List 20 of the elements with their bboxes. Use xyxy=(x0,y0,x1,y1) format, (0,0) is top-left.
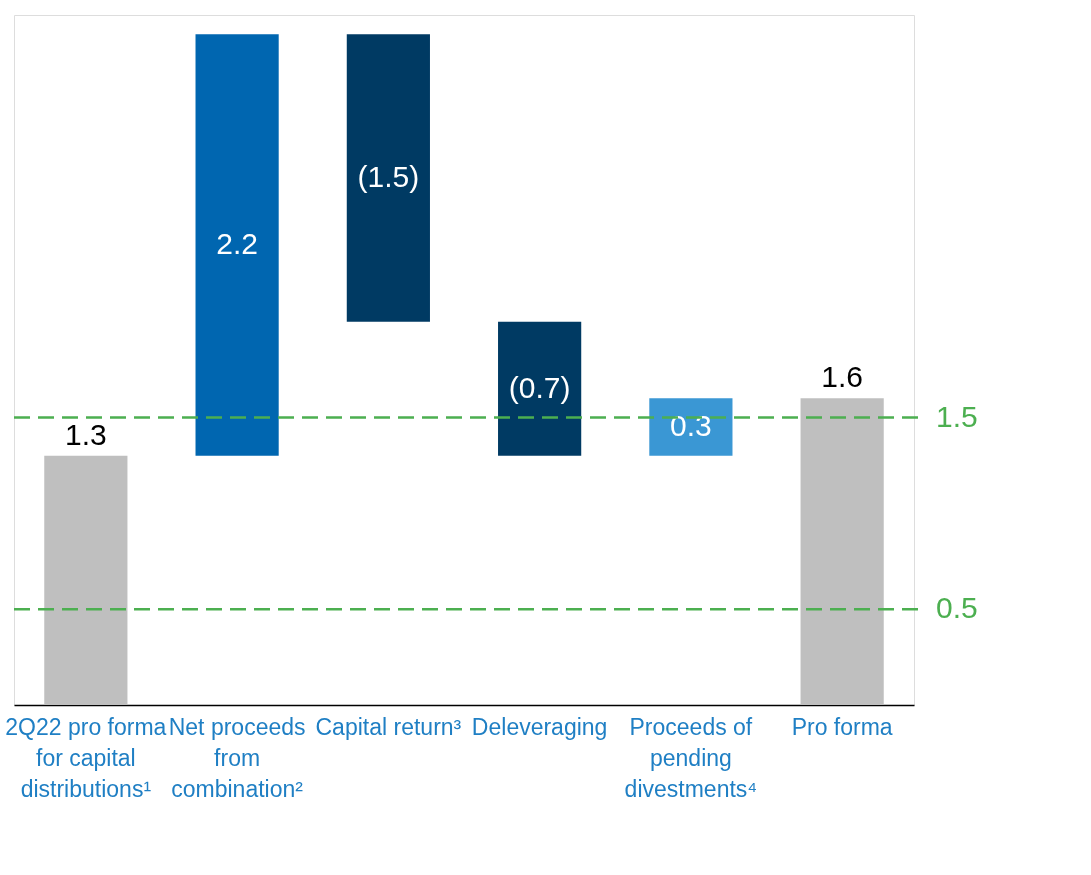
x-tick-label: Capital return³ xyxy=(315,714,462,740)
data-label: (0.7) xyxy=(508,370,571,404)
bar xyxy=(195,34,279,456)
ref-line-label: 0.5 xyxy=(936,591,978,625)
x-tick-label: Proceeds of pending divestments⁴ xyxy=(624,714,758,802)
bar xyxy=(498,321,582,456)
bar xyxy=(649,398,733,456)
data-label: 1.3 xyxy=(64,417,107,451)
x-tick-label: Pro forma xyxy=(791,714,893,740)
data-label: 0.3 xyxy=(670,409,712,443)
x-tick-label: Deleveraging xyxy=(471,714,608,740)
data-label: 1.6 xyxy=(821,360,864,394)
data-label: 2.2 xyxy=(216,227,258,260)
data-label: (1.5) xyxy=(357,159,420,193)
bar xyxy=(44,455,128,705)
bar xyxy=(346,34,430,322)
ref-line-label: 1.5 xyxy=(936,399,978,433)
bar xyxy=(800,398,884,705)
x-tick-label: Net proceeds from combination² xyxy=(168,714,306,802)
x-tick-label: 2Q22 pro forma for capital distributions¹ xyxy=(5,714,167,802)
